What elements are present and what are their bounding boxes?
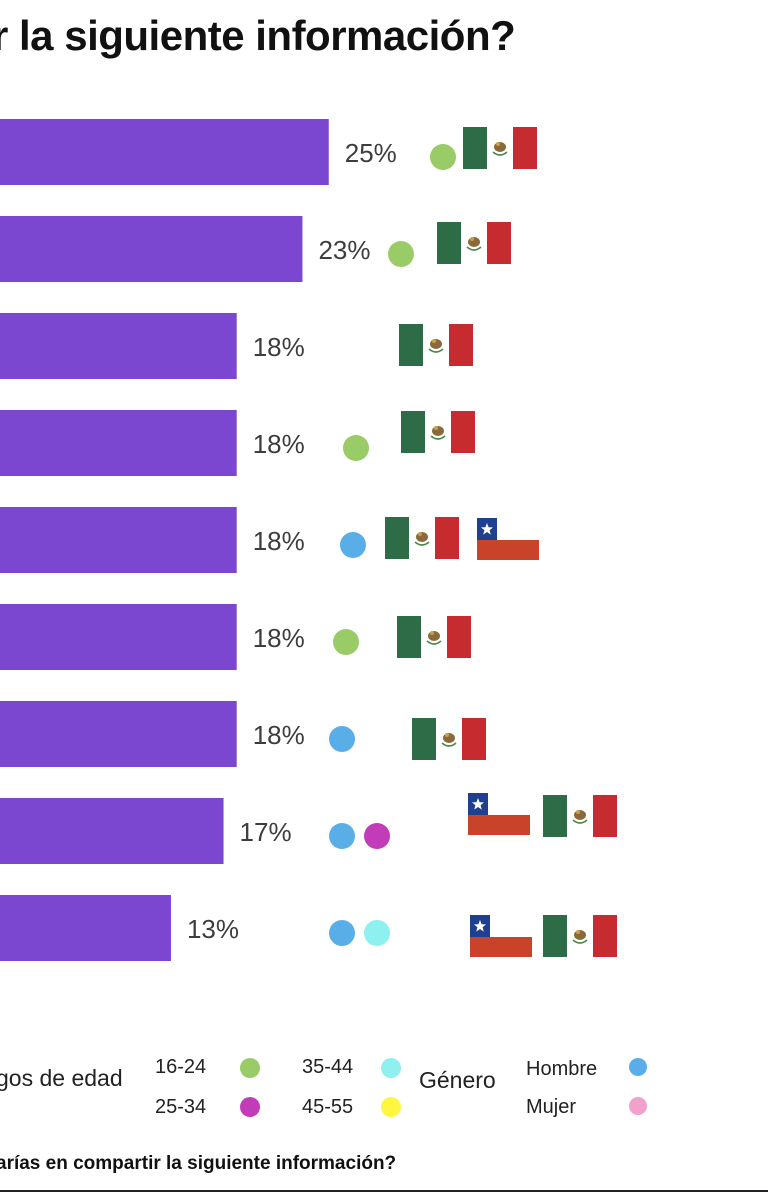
mexico-flag-icon (543, 795, 617, 837)
mexico-flag-icon (412, 718, 486, 760)
value-label: 18% (253, 526, 305, 556)
value-label: 18% (253, 720, 305, 750)
legend-label-25-34: 25-34 (155, 1096, 207, 1118)
value-label: 25% (345, 138, 397, 168)
value-label: 18% (253, 429, 305, 459)
mexico-flag-icon (437, 222, 511, 264)
bar-chart: 25% 23% 18% 18% 18% 18% 18% 17% 13% (0, 119, 617, 961)
chart-title: r la siguiente información? (0, 12, 516, 59)
mexico-flag-icon (399, 324, 473, 366)
legend-label-hombre: Hombre (526, 1058, 598, 1080)
bar (0, 895, 171, 961)
value-label: 23% (318, 235, 370, 265)
marker-dot-age_16_24 (343, 435, 369, 461)
marker-dot-age_25_34 (364, 823, 390, 849)
bar (0, 507, 237, 573)
marker-dot-age_35_44 (364, 920, 390, 946)
legend-dot-mujer (629, 1097, 647, 1115)
mexico-flag-icon (401, 411, 475, 453)
footer-divider (0, 1190, 768, 1192)
chile-flag-icon (477, 518, 539, 560)
bar (0, 119, 329, 185)
footer-question: arías en compartir la siguiente informac… (0, 1153, 397, 1174)
mexico-flag-icon (385, 517, 459, 559)
bar (0, 604, 237, 670)
mexico-flag-icon (543, 915, 617, 957)
marker-dot-hombre (329, 823, 355, 849)
legend-dot-16-24 (240, 1058, 260, 1078)
bar (0, 410, 237, 476)
marker-dot-age_16_24 (388, 241, 414, 267)
age-legend-heading: gos de edad (0, 1065, 123, 1091)
value-label: 18% (253, 332, 305, 362)
legend-dot-45-55 (381, 1097, 401, 1117)
legend-label-45-55: 45-55 (302, 1096, 354, 1118)
marker-dot-age_16_24 (333, 629, 359, 655)
chile-flag-icon (470, 915, 532, 957)
bar (0, 313, 237, 379)
value-label: 18% (253, 623, 305, 653)
legend-dot-25-34 (240, 1097, 260, 1117)
bar (0, 216, 303, 282)
mexico-flag-icon (397, 616, 471, 658)
mexico-flag-icon (463, 127, 537, 169)
bar (0, 798, 224, 864)
legend-dot-hombre (629, 1058, 647, 1076)
legend-label-mujer: Mujer (526, 1096, 577, 1118)
value-label: 17% (240, 817, 292, 847)
legend-label-16-24: 16-24 (155, 1056, 207, 1078)
value-label: 13% (187, 914, 239, 944)
legend-dot-35-44 (381, 1058, 401, 1078)
marker-dot-hombre (329, 920, 355, 946)
marker-dot-hombre (329, 726, 355, 752)
bar (0, 701, 237, 767)
marker-dot-age_16_24 (430, 144, 456, 170)
chile-flag-icon (468, 793, 530, 835)
marker-dot-hombre (340, 532, 366, 558)
legend-label-35-44: 35-44 (302, 1056, 354, 1078)
gender-legend-heading: Género (419, 1067, 496, 1093)
